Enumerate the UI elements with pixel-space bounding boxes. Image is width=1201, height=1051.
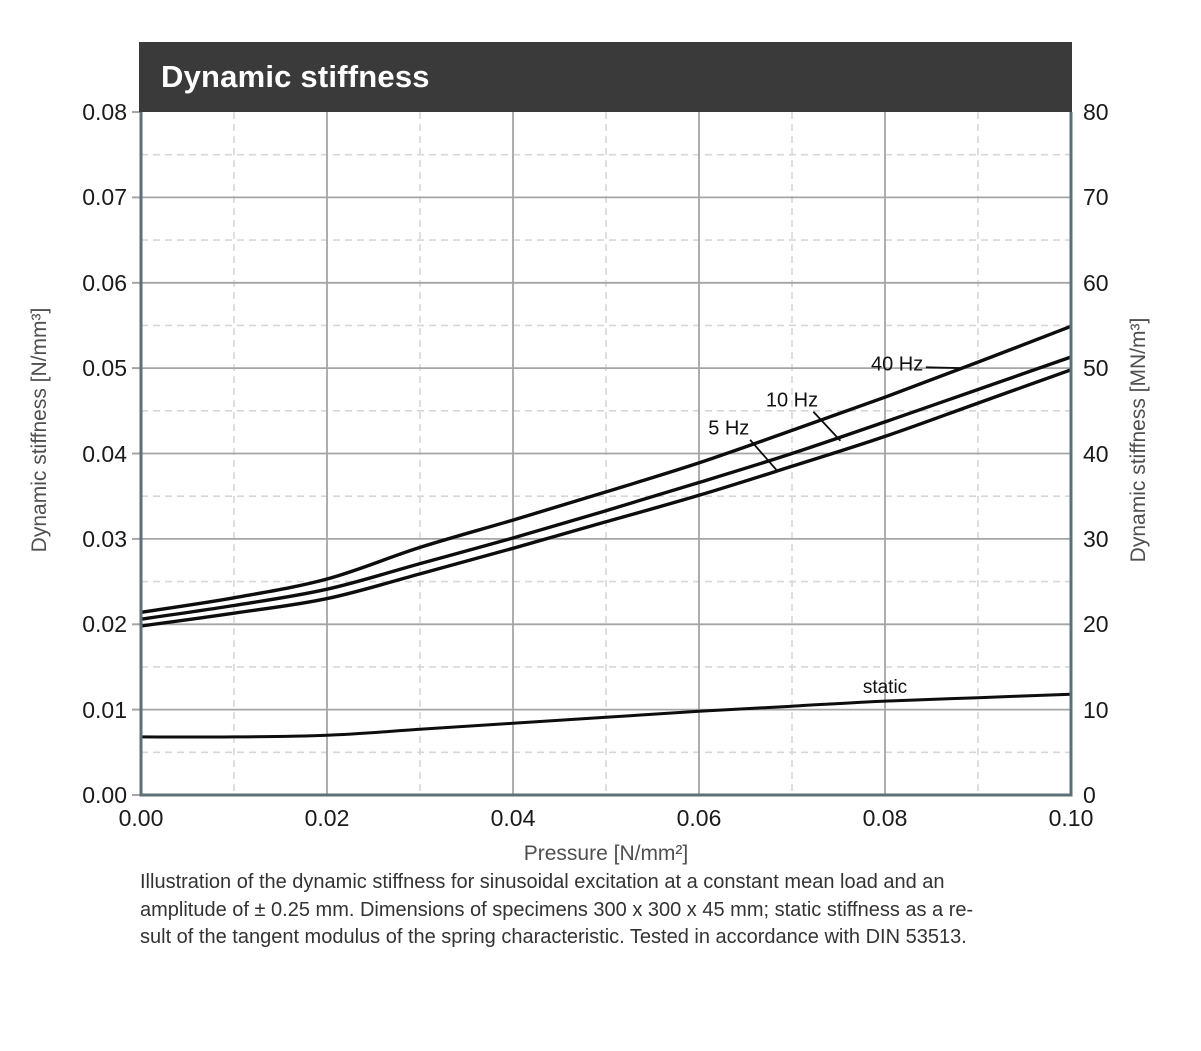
x-tick-0.08: 0.08 bbox=[862, 805, 908, 831]
y-right-tick-60: 60 bbox=[1083, 269, 1109, 296]
y-axis-left-title: Dynamic stiffness [N/mm³] bbox=[28, 307, 51, 553]
curve-5-hz bbox=[140, 368, 1072, 628]
chart-title-bar: Dynamic stiffness bbox=[139, 42, 1072, 112]
y-left-tick-0.05: 0.05 bbox=[82, 355, 127, 382]
curve-label-static: static bbox=[862, 677, 908, 699]
y-right-tick-30: 30 bbox=[1083, 525, 1109, 552]
curve-static bbox=[140, 692, 1072, 739]
x-tick-0.10: 0.10 bbox=[1048, 805, 1094, 831]
y-left-tick-0.03: 0.03 bbox=[82, 525, 127, 552]
curve-40-hz bbox=[140, 324, 1072, 614]
y-right-tick-20: 20 bbox=[1083, 611, 1109, 638]
y-right-tick-0: 0 bbox=[1083, 782, 1096, 808]
caption-line-3: sult of the tangent modulus of the sprin… bbox=[140, 926, 967, 948]
y-right-tick-50: 50 bbox=[1083, 355, 1109, 382]
x-axis-title: Pressure [N/mm²] bbox=[523, 842, 689, 865]
y-left-tick-0.06: 0.06 bbox=[82, 269, 127, 296]
y-right-tick-80: 80 bbox=[1083, 99, 1109, 125]
curve-label-40-hz: 40 Hz bbox=[870, 353, 924, 376]
x-tick-0.00: 0.00 bbox=[118, 805, 164, 831]
curve-label-10-hz: 10 Hz bbox=[765, 389, 819, 412]
y-left-tick-0.07: 0.07 bbox=[82, 184, 127, 211]
curve-label-5-hz: 5 Hz bbox=[708, 417, 750, 440]
x-tick-0.06: 0.06 bbox=[676, 805, 722, 831]
y-left-tick-0.02: 0.02 bbox=[82, 611, 127, 638]
caption-line-2: amplitude of ± 0.25 mm. Dimensions of sp… bbox=[140, 898, 974, 921]
caption: Illustration of the dynamic stiffness fo… bbox=[140, 869, 1090, 952]
y-left-tick-0.01: 0.01 bbox=[82, 696, 127, 723]
y-right-tick-10: 10 bbox=[1083, 696, 1109, 723]
y-left-tick-0.04: 0.04 bbox=[82, 440, 127, 467]
y-right-tick-40: 40 bbox=[1083, 440, 1109, 467]
chart-title: Dynamic stiffness bbox=[161, 59, 430, 94]
y-left-tick-0.00: 0.00 bbox=[82, 782, 127, 808]
x-tick-0.04: 0.04 bbox=[490, 805, 536, 831]
y-axis-right-title: Dynamic stiffness [MN/m³] bbox=[1127, 317, 1150, 563]
caption-line-1: Illustration of the dynamic stiffness fo… bbox=[140, 871, 945, 893]
x-tick-0.02: 0.02 bbox=[304, 805, 350, 831]
y-right-tick-70: 70 bbox=[1083, 184, 1109, 211]
y-left-tick-0.08: 0.08 bbox=[82, 99, 127, 125]
curve-10-hz bbox=[140, 355, 1072, 621]
